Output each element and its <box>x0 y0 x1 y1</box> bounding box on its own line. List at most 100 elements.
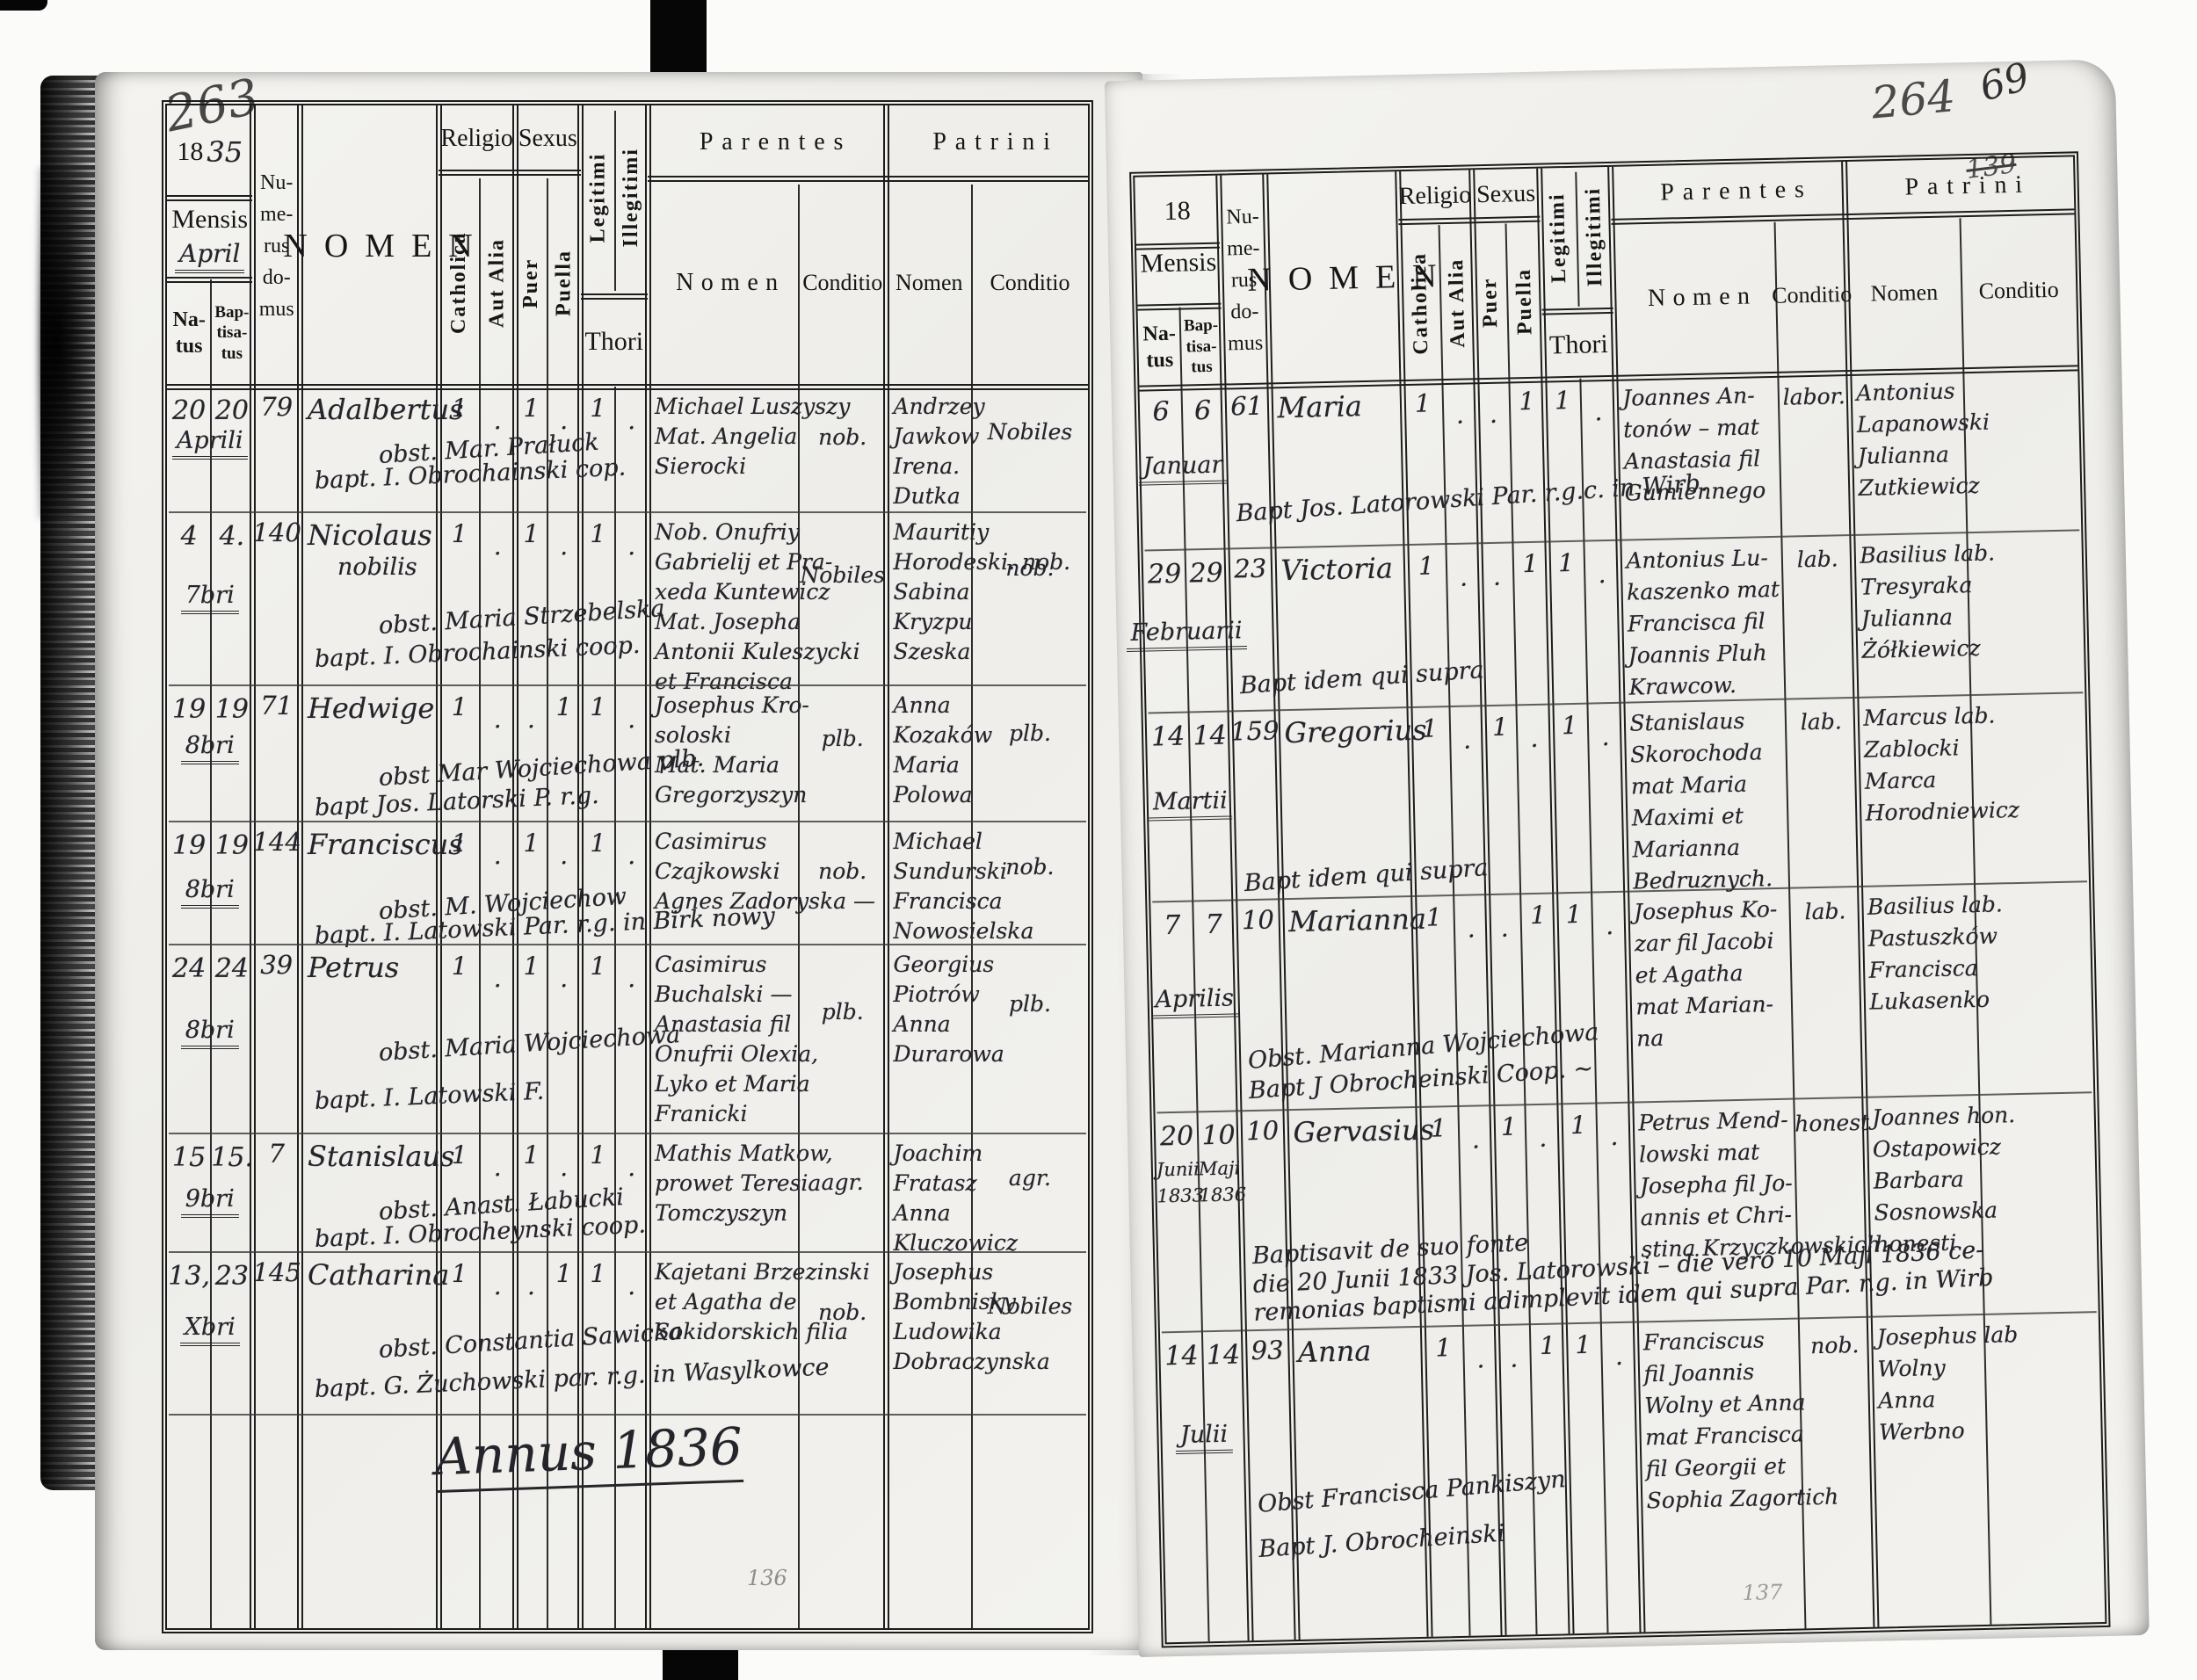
page-263: 263 136 18 35 Mensis April Na-tus Bap-tisa-tus N… <box>95 69 1142 1650</box>
entry-mark-catholica: 1 <box>1425 902 1442 932</box>
entry-patrini-name-line: Joannes hon. <box>1871 1102 2016 1131</box>
entry-parentes-name-line: Nob. Onufriy <box>655 519 800 545</box>
entry-baptisatus-day-line: 29 <box>1189 557 1224 590</box>
header-numerus-line: Nu- <box>260 171 294 194</box>
header-year-box: 18 35 <box>167 105 252 199</box>
entry-patrini-name-line: Kryzpu <box>893 609 973 634</box>
entry-patrini-name-line: Pastuszków <box>1867 923 1998 952</box>
entry-parentes-conditio: lab. <box>1796 545 1838 572</box>
entry-natus-day: 20 <box>167 392 211 431</box>
entry-mark-puer: 1 <box>523 1141 540 1169</box>
header-thori-label: Thori <box>584 326 644 356</box>
entry-month-text: Januar <box>1138 451 1228 486</box>
entry-parentes-name-line: Gregorzyszyn <box>655 782 808 807</box>
header-legitimi-label: Legitimi <box>1546 192 1571 284</box>
entry-mark-illegitimi: . <box>1598 560 1606 590</box>
entry-mark-illegitimi: . <box>627 705 636 734</box>
table-rule-v <box>644 105 651 1628</box>
entry-parentes-name-line: annis et Chri- <box>1640 1201 1793 1231</box>
entry-baptisatus-day-line: 15. <box>211 1142 254 1173</box>
entry-parentes-name-line: Franicki <box>655 1101 748 1126</box>
entry-patrini-name-line: Mauritiy <box>893 519 990 545</box>
pencil-pencil-corner: 69 <box>1975 54 2034 111</box>
entry-patrini-name-line: Irena. <box>893 453 961 479</box>
entry-mark-illegitimi: . <box>627 1271 636 1300</box>
entry-natus-day-line: 13, <box>168 1261 210 1292</box>
entry-patrini-name-line: Horodeski. nob. <box>893 549 1071 575</box>
entry-parentes-name-line: Mat. Angelia <box>655 424 798 449</box>
entry-parentes-name-line: prowet Teresia <box>655 1170 822 1196</box>
table-rule-v <box>435 105 442 1628</box>
table-rule-v <box>614 111 617 292</box>
header-catholica-label: Catholica <box>1407 252 1433 356</box>
entry-parentes-name-line: Franciscus <box>1642 1327 1766 1356</box>
entry-mark-aut-alia: . <box>493 406 502 435</box>
table-rule-v <box>511 105 518 1628</box>
header-year-printed: 18 <box>177 136 204 166</box>
entry-mark-illegitimi: . <box>627 532 636 561</box>
entry-mark-legitimi: 1 <box>590 952 606 981</box>
entry-patrini-conditio: nob. <box>1005 853 1055 880</box>
entry-parentes-name-line: Wolny et Anna <box>1644 1389 1806 1419</box>
entry-mark-illegitimi: . <box>627 1153 636 1182</box>
entry-name-line: Anna <box>1297 1334 1372 1369</box>
header-baptisatus-label: Bap-tisa-tus <box>1180 306 1223 387</box>
entry-patrini-name-line: Antonius <box>1855 378 1955 406</box>
entry-name-line: Gregorius <box>1284 713 1428 750</box>
entry-mark-legitimi: 1 <box>1554 385 1571 416</box>
entry-name-line: Franciscus <box>307 828 463 861</box>
entry-separator <box>169 1414 1086 1416</box>
header-baptisatus-line: tus <box>1191 358 1213 377</box>
entry-baptisatus-day-line: 20 <box>214 395 249 426</box>
entry-parentes-name-line: Petrus Mend- <box>1638 1106 1788 1136</box>
entry-baptisatus-day-line: 1836 <box>1199 1184 1247 1206</box>
header-patrini-conditio-label: Conditio <box>1978 276 2059 304</box>
entry-name: Victoria <box>1280 550 1413 588</box>
entry-parentes-name-line: Stanislaus <box>1629 707 1745 736</box>
entry-parentes-conditio: labor. <box>1782 382 1846 410</box>
entry-baptisatus-day: 7 <box>1193 905 1235 945</box>
entry-separator <box>169 1251 1086 1253</box>
entry-parentes-name-line: Czajkowski <box>655 858 780 884</box>
entry-mark-legitimi: 1 <box>1575 1329 1592 1360</box>
entry-mark-aut-alia: . <box>493 1271 502 1300</box>
header-aut-alia-label: Aut Alia <box>485 237 509 328</box>
entry-mark-puella: 1 <box>555 692 572 721</box>
entry-name: Stanislaus <box>308 1139 454 1174</box>
header-puer-label: Puer <box>518 257 542 308</box>
entry-month-text: 7bri <box>180 582 239 614</box>
entry-mark-puella: . <box>560 406 569 435</box>
entry-baptisatus-day: 24 <box>211 950 252 988</box>
entry-patrini-name-line: Ludowika <box>893 1319 1002 1344</box>
entry-parentes-name-line: Mat. Maria <box>655 752 779 778</box>
entry-parentes-name-line: Casimirus <box>655 952 767 977</box>
entry-parentes-name-line: Gumiennego <box>1624 477 1766 506</box>
entry-patrini-name-line: Sundurski <box>893 858 1007 884</box>
entry-month: 8bri <box>167 1017 252 1049</box>
entry-mark-catholica: 1 <box>451 952 468 981</box>
entry-parentes-conditio: nob. <box>818 424 867 451</box>
entry-patrini-name-line: Horodniewicz <box>1865 796 2020 826</box>
entry-patrini-name-line: Georgius <box>893 952 995 977</box>
entry-baptisatus-day: 10 Maji 1836 <box>1198 1116 1247 1208</box>
entry-mark-aut-alia: . <box>493 1153 502 1182</box>
header-mensis-box: Mensis April <box>167 199 252 280</box>
entry-baptisatus-day: 4. <box>211 518 252 556</box>
entry-natus-day: 7 <box>1150 906 1193 945</box>
table-rule-h <box>167 195 253 202</box>
entry-parentes-name-line: mat Francisca <box>1644 1421 1805 1451</box>
entry-baptisatus-day: 15. <box>211 1139 254 1177</box>
entry-mark-aut-alia: . <box>1455 400 1465 430</box>
entry-patrini-name-line: Kozaków <box>893 722 993 748</box>
entry-house-number: 10 <box>1245 1115 1280 1147</box>
entry-natus-day-line: 24 <box>172 953 207 984</box>
entry-mark-puella: 1 <box>1529 900 1547 931</box>
entry-mark-illegitimi: . <box>627 406 636 435</box>
entry-parentes-names: Stanislaus Skorochoda mat Maria Maximi et Ma… <box>1629 705 1796 898</box>
entry-patrini-name-line: Josephus lab <box>1876 1322 2019 1351</box>
entry-parentes-name-line: Sierocki <box>655 453 747 479</box>
entry-patrini-name-line: Piotrów <box>893 981 980 1007</box>
entry-mark-aut-alia: . <box>493 964 502 993</box>
entry-patrini-names: Mauritiy Horodeski. nob. Sabina Kryzpu Szesk… <box>893 518 1071 667</box>
entry-patrini-names: Anna Kozaków Maria Polowa <box>893 691 993 810</box>
